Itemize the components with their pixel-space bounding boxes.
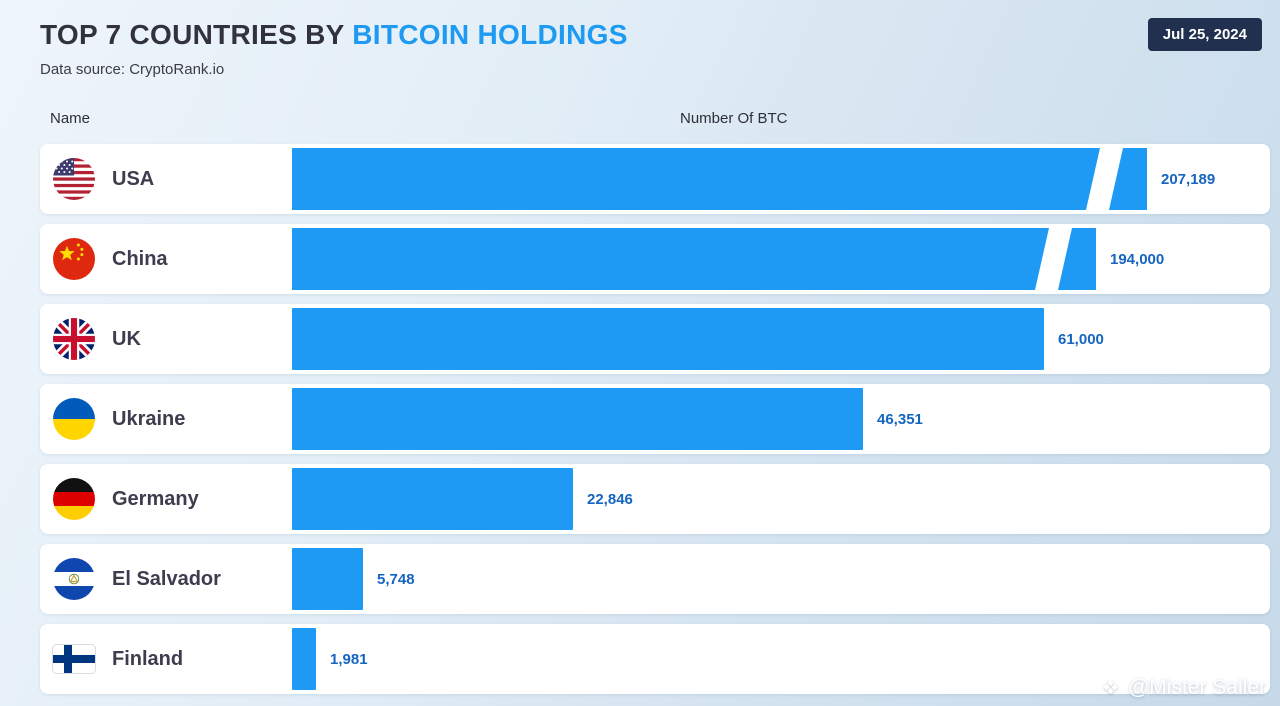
bar-track: 194,000	[292, 228, 1164, 290]
bar-track: 207,189	[292, 148, 1215, 210]
bar-value: 194,000	[1110, 250, 1165, 268]
bar	[292, 468, 573, 530]
uk-flag-icon	[50, 318, 98, 360]
china-flag-icon	[50, 238, 98, 280]
bar-value: 22,846	[587, 490, 633, 508]
column-headers: Name Number Of BTC	[40, 110, 1270, 130]
country-name: El Salvador	[112, 567, 221, 590]
country-name: USA	[112, 167, 155, 190]
bar	[292, 388, 863, 450]
el-salvador-flag-icon	[50, 558, 98, 600]
bar-segment-main	[292, 228, 1049, 290]
country-name: Finland	[112, 647, 184, 670]
date-badge: Jul 25, 2024	[1147, 18, 1262, 51]
country-name: Ukraine	[112, 407, 186, 430]
bar-value: 207,189	[1161, 170, 1216, 188]
bar-segment-main	[292, 148, 1100, 210]
bar-track: 1,981	[292, 628, 368, 690]
bar	[292, 148, 1147, 210]
usa-flag-icon	[50, 158, 98, 200]
country-name: UK	[112, 327, 141, 350]
bar-segment-after-break	[1109, 148, 1147, 210]
bar-track: 22,846	[292, 468, 633, 530]
data-source: Data source: CryptoRank.io	[40, 61, 225, 78]
gem-icon: ❖	[1101, 677, 1119, 699]
bar-track: 5,748	[292, 548, 415, 610]
bar	[292, 548, 363, 610]
header: TOP 7 COUNTRIES BY BITCOIN HOLDINGS Jul …	[40, 18, 1270, 52]
finland-flag-icon	[50, 644, 98, 674]
chart-row: Finland 1,981	[40, 624, 1270, 694]
bar-value: 1,981	[330, 650, 368, 668]
chart-row: China 194,000	[40, 224, 1270, 294]
bar-value: 46,351	[877, 410, 923, 428]
column-header-value: Number Of BTC	[680, 110, 788, 127]
bar-value: 61,000	[1058, 330, 1104, 348]
chart-row: Germany 22,846	[40, 464, 1270, 534]
chart-row: USA 207,189	[40, 144, 1270, 214]
ukraine-flag-icon	[50, 398, 98, 440]
chart-row: El Salvador 5,748	[40, 544, 1270, 614]
chart-row: Ukraine 46,351	[40, 384, 1270, 454]
chart-rows: USA 207,189 China 194,000 UK 61,000 Ukra…	[40, 144, 1270, 694]
country-name: China	[112, 247, 168, 270]
watermark: ❖ @Mister Sailer	[1102, 676, 1266, 700]
column-header-name: Name	[50, 110, 91, 127]
chart-row: UK 61,000	[40, 304, 1270, 374]
page-title: TOP 7 COUNTRIES BY BITCOIN HOLDINGS	[40, 18, 628, 52]
title-highlight: BITCOIN HOLDINGS	[352, 19, 628, 50]
bar	[292, 228, 1096, 290]
germany-flag-icon	[50, 478, 98, 520]
bar-segment-after-break	[1058, 228, 1096, 290]
bar-track: 46,351	[292, 388, 923, 450]
title-prefix: TOP 7 COUNTRIES BY	[40, 19, 353, 50]
bar	[292, 628, 316, 690]
bar	[292, 308, 1044, 370]
country-name: Germany	[112, 487, 199, 510]
bar-track: 61,000	[292, 308, 1104, 370]
bar-value: 5,748	[377, 570, 415, 588]
watermark-text: @Mister Sailer	[1127, 676, 1266, 699]
